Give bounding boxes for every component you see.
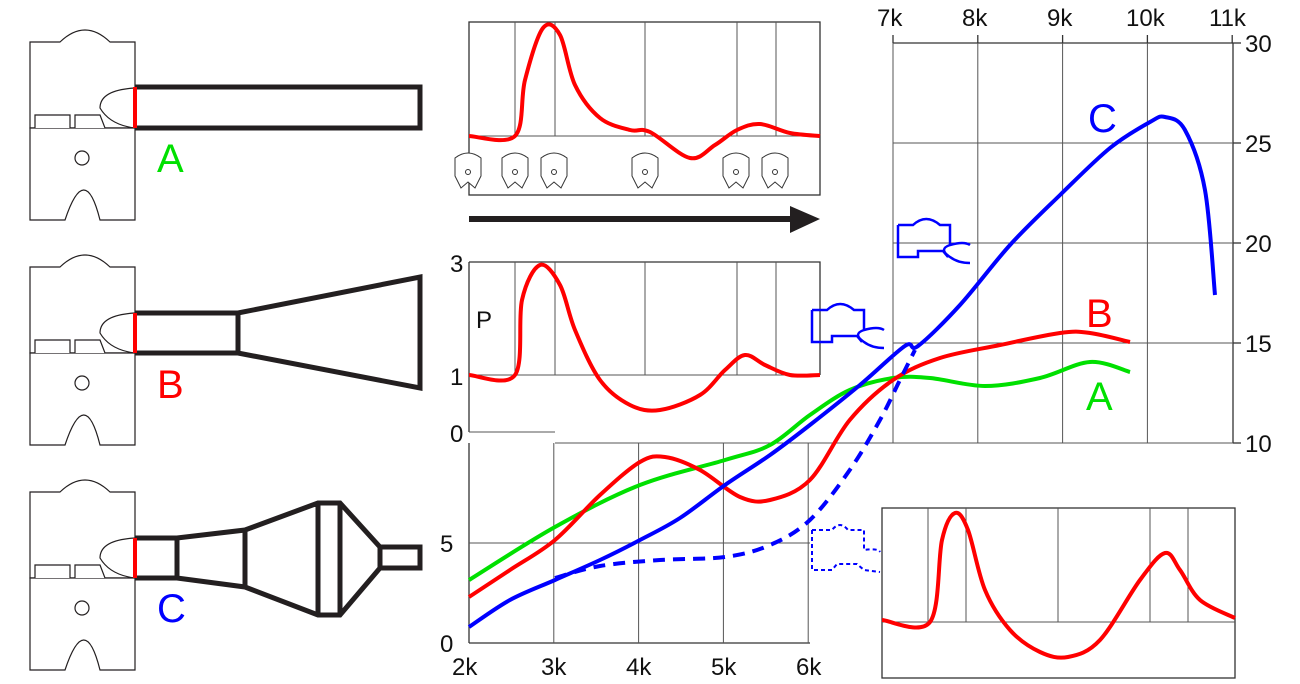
x-tick-4k: 4k — [626, 654, 652, 681]
label-b: B — [157, 363, 184, 407]
curve-label-b: B — [1086, 292, 1113, 336]
pipe-c — [135, 500, 423, 618]
engine-port-open-icon — [896, 217, 972, 265]
x-tick-9k: 9k — [1047, 5, 1073, 32]
p-tick-1: 1 — [450, 364, 463, 391]
y-tick-0: 0 — [440, 631, 453, 658]
p-axis-label: P — [476, 307, 492, 334]
piston-icon — [761, 152, 789, 189]
power-curve-c-dashed — [554, 349, 917, 580]
y-tick-5: 5 — [440, 531, 453, 558]
time-arrow-icon — [469, 206, 820, 233]
power-curve-c — [467, 114, 1217, 629]
power-curves — [467, 114, 1217, 629]
curve-label-a: A — [1086, 375, 1113, 419]
pipe-a — [135, 84, 423, 131]
piston-icon — [540, 152, 568, 189]
x-tick-6k: 6k — [796, 654, 822, 681]
pressure-curve-top — [468, 22, 821, 161]
x-tick-5k: 5k — [711, 654, 737, 681]
p-tick-0: 0 — [450, 421, 463, 448]
engine-b-icon — [29, 254, 136, 446]
pressure-graph: 3 1 0 P — [450, 251, 821, 448]
y-tick-10: 10 — [1245, 431, 1272, 458]
label-a: A — [157, 137, 184, 181]
pressure-curve-inset — [881, 510, 1236, 660]
power-chart-ticks: 2k 3k 4k 5k 6k 7k 8k 9k 10k 11k 0 5 10 1… — [440, 5, 1272, 681]
engine-a-icon — [29, 29, 136, 221]
engine-port-open-icon — [810, 302, 886, 350]
pipe-b — [135, 273, 423, 392]
pressure-wave-timeline — [454, 21, 821, 196]
p-tick-3: 3 — [450, 251, 463, 278]
curve-label-c: C — [1088, 97, 1117, 141]
x-tick-8k: 8k — [962, 5, 988, 32]
engine-c-icon — [29, 479, 136, 671]
piston-icon — [501, 152, 529, 189]
y-tick-15: 15 — [1245, 331, 1272, 358]
power-curve-b — [467, 329, 1131, 599]
pressure-inset — [881, 507, 1236, 679]
x-tick-7k: 7k — [877, 5, 903, 32]
engine-dashed-icon — [811, 524, 881, 573]
pressure-curve-middle — [468, 262, 821, 413]
x-tick-2k: 2k — [452, 654, 478, 681]
y-tick-30: 30 — [1245, 31, 1272, 58]
x-tick-3k: 3k — [541, 654, 567, 681]
piston-icon — [454, 152, 482, 189]
label-c: C — [157, 587, 186, 631]
y-tick-25: 25 — [1245, 131, 1272, 158]
piston-icon — [631, 152, 659, 189]
power-curve-a — [467, 359, 1131, 582]
x-tick-10k: 10k — [1126, 5, 1166, 32]
piston-icon — [722, 152, 750, 189]
power-chart-grid — [468, 35, 1241, 644]
y-tick-20: 20 — [1245, 231, 1272, 258]
x-tick-11k: 11k — [1209, 5, 1247, 32]
